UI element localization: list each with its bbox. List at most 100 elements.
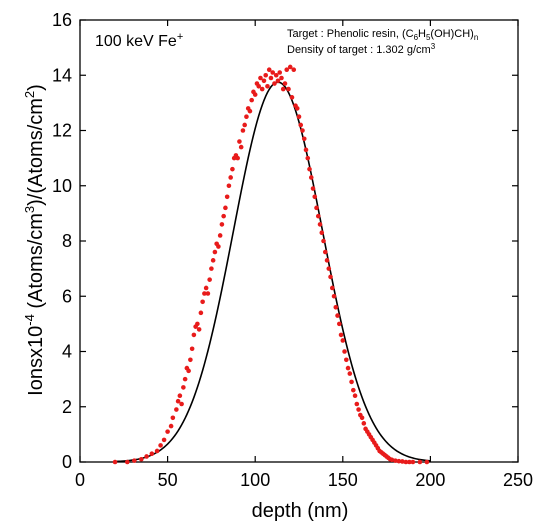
data-point	[301, 136, 307, 142]
data-point	[196, 327, 202, 332]
data-point	[344, 357, 349, 363]
data-point	[340, 338, 346, 343]
data-point	[359, 415, 365, 421]
data-point	[338, 332, 344, 338]
data-point	[289, 95, 295, 100]
data-point	[189, 346, 195, 352]
data-point	[312, 194, 318, 200]
data-point	[347, 371, 353, 376]
data-point	[349, 379, 354, 385]
data-point	[154, 448, 160, 454]
data-point	[258, 75, 263, 81]
data-point	[205, 291, 211, 296]
data-point	[252, 92, 258, 97]
data-point	[354, 401, 360, 407]
data-point	[305, 155, 311, 161]
density-annotation: Density of target : 1.302 g/cm3	[287, 42, 436, 56]
fit-curve	[115, 81, 431, 463]
data-point	[303, 147, 309, 153]
data-point	[331, 293, 337, 299]
data-point	[336, 321, 342, 327]
data-point	[158, 443, 163, 448]
data-point	[328, 274, 333, 280]
data-point	[195, 321, 200, 327]
data-point	[321, 238, 326, 244]
data-point	[417, 459, 423, 465]
y-axis-title: Ionsx10-4 (Atoms/cm3)/(Atoms/cm2)	[22, 84, 47, 396]
data-point	[247, 108, 253, 114]
data-point	[223, 205, 228, 211]
data-point	[273, 72, 279, 78]
data-point	[221, 213, 226, 219]
data-point	[207, 277, 212, 282]
data-point	[230, 166, 235, 172]
data-point	[284, 67, 290, 73]
data-point	[191, 332, 197, 338]
data-point	[212, 249, 218, 255]
data-point	[361, 421, 367, 426]
data-point	[209, 266, 214, 271]
data-point	[300, 128, 305, 133]
data-point	[352, 393, 358, 399]
data-point	[132, 458, 137, 463]
data-point	[217, 233, 223, 238]
y-tick-label: 16	[52, 10, 72, 30]
data-point	[182, 376, 188, 382]
data-point	[219, 222, 225, 227]
data-point	[161, 437, 167, 443]
data-point	[286, 86, 291, 92]
data-point	[307, 166, 312, 172]
data-point	[238, 144, 244, 150]
data-point	[202, 291, 207, 296]
data-points-group	[112, 64, 430, 465]
data-point	[400, 459, 405, 464]
x-tick-label: 100	[240, 470, 270, 490]
tick-labels-group: 0 50 100 150 200 250 0 2 4 6 8 10 12 14 16	[52, 10, 533, 490]
plot-frame	[79, 19, 519, 463]
data-point	[291, 67, 297, 73]
data-point	[203, 285, 209, 291]
y-tick-label: 8	[62, 231, 72, 251]
data-point	[324, 258, 330, 263]
data-point	[259, 86, 265, 92]
data-point	[310, 186, 316, 191]
data-point	[268, 75, 274, 81]
data-point	[240, 128, 246, 133]
x-tick-label: 50	[158, 470, 178, 490]
data-point	[186, 368, 191, 374]
data-point	[356, 407, 361, 412]
data-point	[389, 457, 395, 463]
data-point	[249, 97, 254, 103]
data-point	[345, 365, 351, 371]
data-point	[170, 415, 176, 421]
data-point	[396, 458, 402, 464]
data-point	[181, 385, 186, 390]
y-tick-label: 2	[62, 397, 72, 417]
tick-marks	[79, 19, 519, 463]
data-point	[188, 357, 193, 363]
x-tick-label: 0	[75, 470, 85, 490]
data-point	[216, 244, 221, 249]
data-point	[149, 451, 155, 457]
data-point	[144, 454, 149, 459]
data-point	[393, 458, 398, 463]
data-point	[200, 299, 205, 305]
data-point	[282, 81, 288, 86]
y-tick-label: 12	[52, 121, 72, 141]
data-point	[179, 401, 184, 407]
data-point	[266, 67, 272, 73]
data-point	[210, 258, 216, 263]
data-point	[228, 175, 233, 180]
data-point	[314, 205, 319, 211]
data-point	[272, 81, 277, 86]
y-tick-label: 0	[62, 452, 72, 472]
data-point	[329, 285, 335, 291]
data-point	[175, 398, 181, 404]
x-tick-label: 150	[328, 470, 358, 490]
x-tick-label: 250	[503, 470, 533, 490]
data-point	[317, 222, 323, 227]
data-point	[342, 349, 347, 354]
data-point	[237, 139, 242, 144]
data-point	[294, 106, 300, 111]
